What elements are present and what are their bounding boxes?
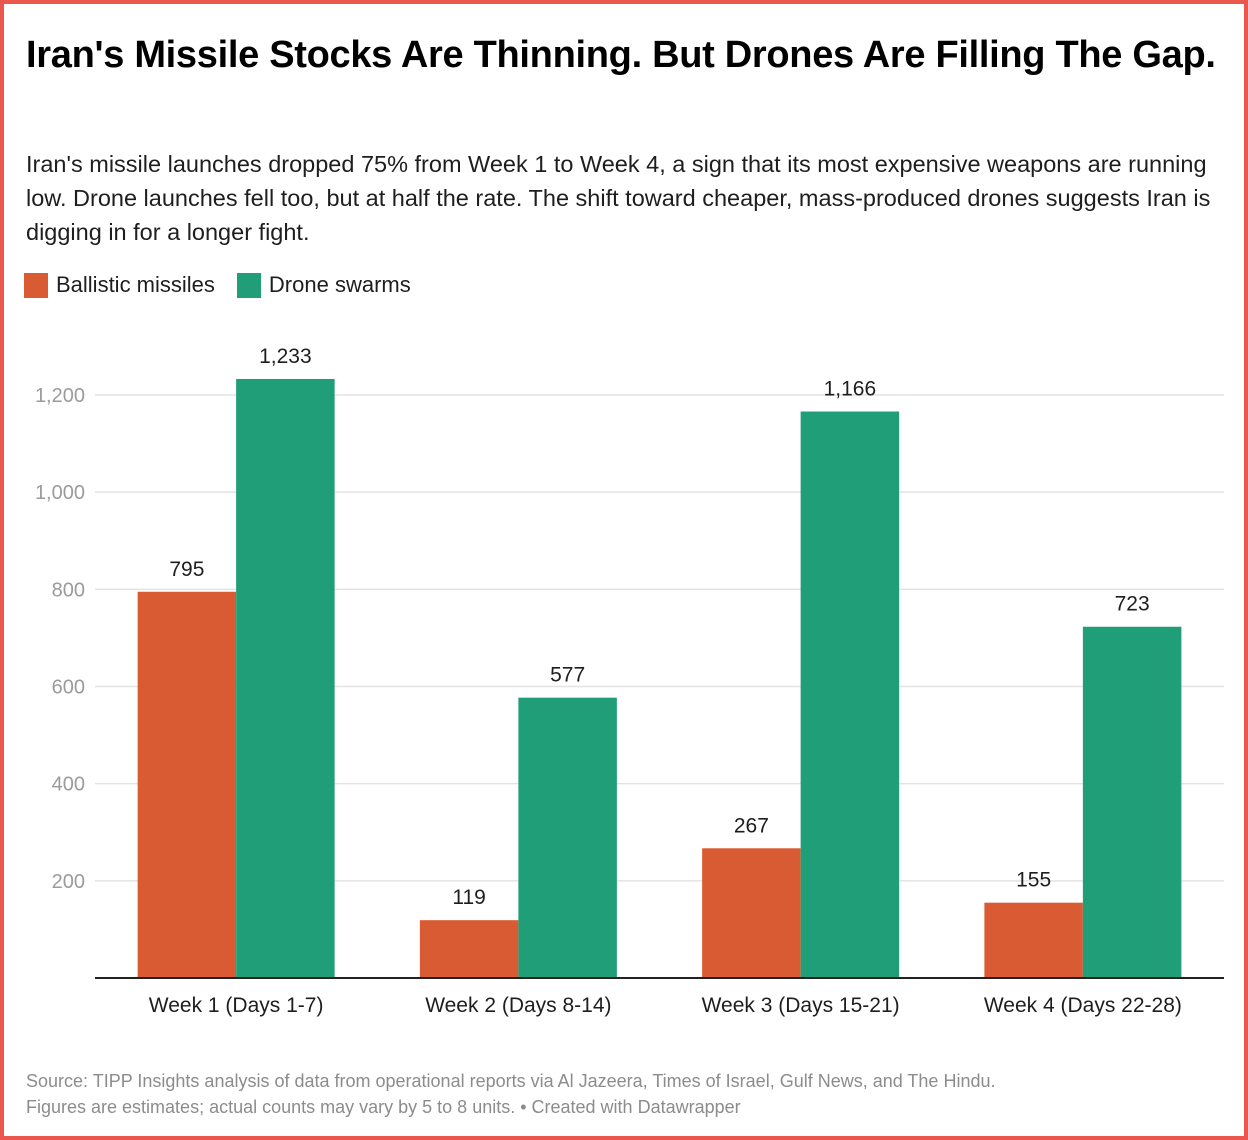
- y-tick-label: 1,000: [35, 482, 85, 504]
- bar-drone-swarms: [1082, 626, 1182, 978]
- legend-label: Drone swarms: [268, 272, 411, 297]
- bar-ballistic-missiles: [702, 848, 801, 978]
- legend-item-ballistic-missiles: Ballistic missiles: [24, 272, 215, 298]
- bar-ballistic-missiles: [419, 920, 519, 978]
- legend-swatch-drone-swarms: [236, 272, 261, 298]
- legend-label: Ballistic missiles: [56, 272, 215, 297]
- bar-drone-swarms: [236, 378, 335, 978]
- source-note: Source: TIPP Insights analysis of data f…: [26, 1068, 1236, 1120]
- y-tick-label: 400: [52, 774, 85, 796]
- x-tick-label: Week 3 (Days 15-21): [702, 994, 900, 1017]
- x-tick-label: Week 4 (Days 22-28): [984, 994, 1182, 1017]
- y-tick-label: 800: [52, 579, 85, 601]
- bar-ballistic-missiles: [137, 591, 237, 978]
- bar-chart: 200 400 600 800 1,000 1,200 795 1,233 Week 1 (Da…: [35, 345, 1224, 1017]
- data-label: 577: [550, 664, 585, 687]
- data-label: 267: [734, 814, 769, 837]
- data-label: 155: [1016, 869, 1051, 892]
- y-tick-label: 600: [52, 677, 85, 699]
- data-label: 723: [1115, 593, 1150, 616]
- legend-item-drone-swarms: Drone swarms: [236, 272, 411, 298]
- x-tick-label: Week 2 (Days 8-14): [425, 994, 611, 1017]
- data-label: 795: [169, 558, 204, 581]
- legend-swatch-ballistic-missiles: [24, 272, 48, 298]
- bar-drone-swarms: [800, 411, 900, 979]
- bar-drone-swarms: [518, 697, 617, 978]
- y-tick-label: 200: [52, 871, 85, 893]
- legend: Ballistic missiles Drone swarms: [24, 272, 433, 298]
- chart-title: Iran's Missile Stocks Are Thinning. But …: [26, 34, 1216, 76]
- data-label: 119: [452, 886, 485, 909]
- chart-subtitle: Iran's missile launches dropped 75% from…: [26, 151, 1211, 245]
- data-label: 1,166: [824, 378, 877, 401]
- y-tick-label: 1,200: [35, 385, 85, 407]
- source-text: Source: TIPP Insights analysis of data f…: [26, 1071, 996, 1091]
- data-label: 1,233: [259, 345, 312, 368]
- bar-ballistic-missiles: [984, 902, 1083, 978]
- footnote-text: Figures are estimates; actual counts may…: [26, 1097, 741, 1117]
- x-tick-label: Week 1 (Days 1-7): [149, 994, 324, 1017]
